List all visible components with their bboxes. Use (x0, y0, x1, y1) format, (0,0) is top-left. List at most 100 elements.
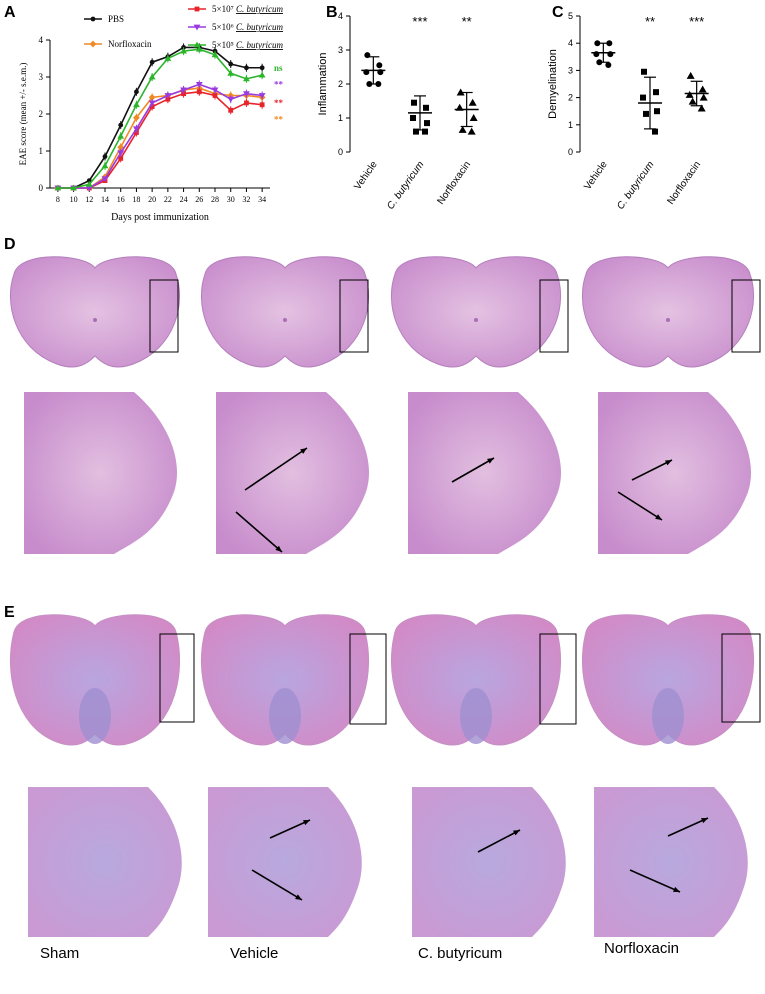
lfb-section (581, 614, 761, 746)
zoom-tissue (208, 787, 362, 937)
significance-label: *** (689, 14, 704, 29)
x-tick-label: 18 (132, 195, 140, 204)
arrow-head (303, 820, 310, 826)
y-axis-label: Demyelination (547, 49, 559, 119)
data-point (467, 127, 476, 135)
arrow-head (295, 894, 302, 900)
he-section (200, 256, 370, 368)
legend-marker (89, 40, 97, 48)
infiltration-arrow (617, 491, 663, 521)
data-point (243, 91, 250, 98)
zoom-box (349, 633, 387, 725)
arrow-head (275, 545, 282, 552)
data-point (366, 81, 373, 87)
series-line (55, 43, 265, 191)
data-point (212, 93, 218, 98)
x-tick-label: 26 (195, 195, 203, 204)
data-point (195, 82, 203, 88)
data-point (685, 90, 694, 98)
data-point (211, 87, 219, 94)
lfb-zoom (594, 787, 748, 937)
data-point (227, 69, 235, 76)
data-point (164, 93, 172, 99)
data-point (133, 101, 140, 108)
data-point (259, 65, 265, 71)
legend-label: 5×10⁵ C. butyricum (212, 40, 283, 50)
spinal-cord-section (581, 256, 755, 368)
legend-entry: 5×10⁵ C. butyricum (188, 40, 283, 50)
y-axis-label: Inflammation (317, 53, 329, 116)
data-point (258, 93, 266, 99)
data-point (180, 87, 187, 94)
x-tick-label: 8 (56, 195, 60, 204)
data-point (422, 128, 428, 135)
data-point (607, 51, 614, 58)
data-point (118, 122, 124, 128)
data-point (101, 176, 109, 183)
infiltration-arrow (631, 459, 673, 481)
group-1 (408, 95, 432, 135)
data-point (641, 68, 647, 75)
data-point (244, 65, 249, 71)
spinal-cord-section (9, 256, 181, 368)
grey-matter (460, 688, 492, 744)
data-point (456, 88, 465, 96)
y-tick-label: 5 (568, 11, 573, 21)
data-point (652, 128, 658, 135)
x-tick-label: 34 (258, 195, 266, 204)
demyelination-arrow (269, 819, 311, 839)
group-1 (638, 68, 662, 135)
data-point (258, 71, 266, 78)
zoom-tissue (412, 787, 566, 937)
y-tick-label: 2 (338, 79, 343, 89)
group-label-vehicle: Vehicle (230, 945, 279, 962)
x-tick-label: 22 (164, 195, 172, 204)
data-point (148, 93, 156, 101)
x-tick-label: 28 (211, 195, 219, 204)
significance-label: *** (412, 14, 427, 29)
data-point (148, 73, 156, 80)
zoom-tissue (24, 392, 178, 554)
data-point (688, 97, 697, 105)
data-point (653, 89, 659, 96)
y-tick-label: 0 (568, 147, 573, 157)
data-point (70, 184, 77, 191)
data-point (423, 104, 429, 111)
spinal-cord-section (390, 256, 562, 368)
data-point (697, 104, 706, 112)
series-path (57, 48, 263, 189)
he-zoom (216, 392, 370, 554)
legend-species: C. butyricum (236, 4, 283, 14)
he-zoom (24, 392, 178, 554)
data-point (244, 100, 249, 106)
y-tick-label: 4 (568, 38, 573, 48)
x-category-label: C. butyricum (385, 159, 426, 211)
data-point (469, 114, 478, 121)
data-point (596, 59, 603, 66)
zoom-tissue (216, 392, 370, 554)
data-point (654, 108, 660, 115)
data-point (243, 75, 250, 82)
series-path (57, 90, 263, 189)
panel-label-d: D (4, 236, 16, 253)
data-point (364, 52, 371, 59)
he-zoom (408, 392, 562, 554)
arrow-head (701, 818, 708, 824)
legend-label: Norfloxacin (108, 39, 152, 49)
legend-entry: Norfloxacin (84, 39, 152, 49)
demyelination-arrow (251, 869, 303, 901)
x-tick-label: 16 (117, 195, 125, 204)
inflammation-scatter-chart: 0 1 2 3 4 Inflammation Vehicle *** C. butyricum *… (317, 11, 479, 212)
data-point (101, 162, 109, 169)
data-point (228, 107, 234, 113)
group-label-sham: Sham (40, 945, 80, 962)
zoom-tissue (28, 787, 182, 937)
demyelination-arrow (629, 869, 681, 893)
group-label-norfloxacin: Norfloxacin (604, 940, 680, 957)
x-tick-label: 14 (101, 195, 109, 204)
x-category-label: Norfloxacin (435, 159, 473, 206)
histology-image-grid (9, 256, 761, 937)
group-0 (591, 40, 616, 68)
infiltration-arrow (235, 511, 283, 553)
legend-species: C. butyricum (236, 40, 283, 50)
